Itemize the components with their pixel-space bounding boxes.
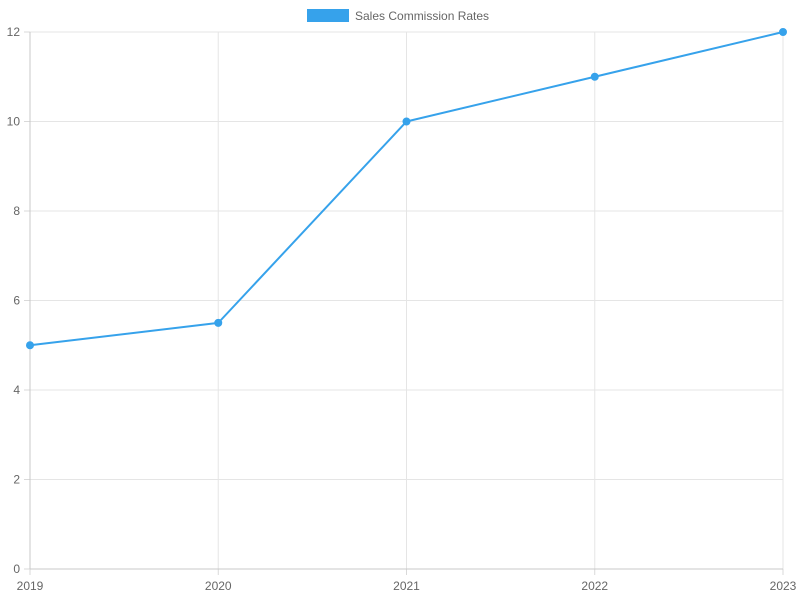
y-tick-label: 6 [13, 294, 20, 308]
data-point[interactable] [779, 28, 787, 36]
y-tick-label: 0 [13, 562, 20, 576]
x-tick-label: 2022 [581, 579, 608, 593]
y-tick-label: 10 [7, 115, 21, 129]
y-tick-label: 12 [7, 25, 21, 39]
x-tick-label: 2021 [393, 579, 420, 593]
y-tick-label: 2 [13, 473, 20, 487]
x-tick-label: 2020 [205, 579, 232, 593]
axes [24, 31, 784, 575]
tick-labels: 0 2 4 6 8 10 12 2019 2020 2021 2022 2023 [7, 25, 797, 593]
x-tick-label: 2019 [17, 579, 44, 593]
legend-label[interactable]: Sales Commission Rates [355, 9, 489, 23]
y-tick-label: 8 [13, 204, 20, 218]
data-point[interactable] [590, 72, 599, 81]
series [26, 28, 787, 350]
legend-swatch[interactable] [307, 9, 349, 22]
y-tick-label: 4 [13, 383, 20, 397]
x-tick-label: 2023 [770, 579, 797, 593]
legend[interactable]: Sales Commission Rates [307, 9, 489, 23]
data-point[interactable] [26, 341, 34, 350]
grid [30, 31, 784, 569]
data-point[interactable] [214, 318, 223, 327]
data-point[interactable] [402, 117, 411, 126]
